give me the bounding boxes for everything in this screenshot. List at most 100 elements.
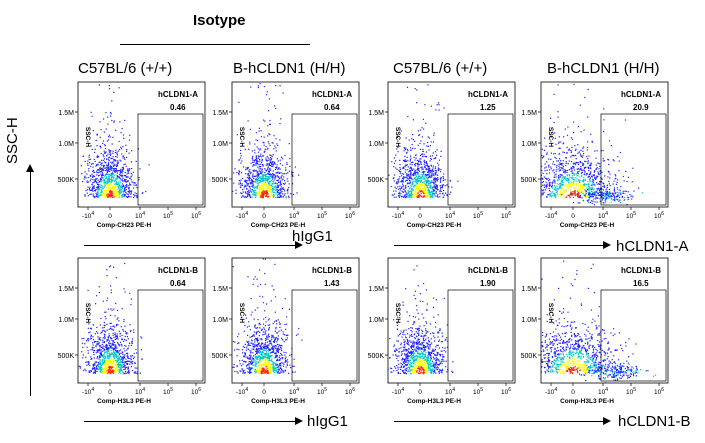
event-dot <box>592 200 594 202</box>
event-dot <box>124 360 126 363</box>
event-dot <box>567 186 570 188</box>
event-dot <box>414 174 416 176</box>
event-dot <box>101 170 103 172</box>
event-dot <box>257 155 259 157</box>
event-dot <box>269 184 271 186</box>
event-dot <box>280 176 282 178</box>
event-dot <box>435 179 437 181</box>
event-dot <box>95 352 97 354</box>
event-dot <box>86 173 88 175</box>
event-dot <box>108 157 110 159</box>
event-dot <box>420 180 422 182</box>
event-dot <box>112 156 114 158</box>
event-dot <box>547 194 549 196</box>
event-dot <box>112 361 114 363</box>
event-dot <box>96 295 98 297</box>
event-dot <box>427 188 430 190</box>
event-dot <box>427 195 429 197</box>
event-dot <box>427 174 429 176</box>
event-dot <box>103 360 105 362</box>
event-dot <box>577 162 580 164</box>
event-dot <box>99 352 101 354</box>
event-dot <box>590 189 592 191</box>
event-dot <box>255 155 257 157</box>
event-dot <box>109 359 111 361</box>
event-dot <box>595 168 597 170</box>
event-dot <box>261 173 263 175</box>
event-dot <box>593 179 595 181</box>
event-dot <box>87 361 89 363</box>
event-dot <box>241 183 243 185</box>
event-dot <box>106 365 109 368</box>
event-dot <box>258 188 260 190</box>
event-dot <box>273 191 275 193</box>
isotype-title: Isotype <box>193 12 246 29</box>
event-dot <box>257 188 259 190</box>
event-dot <box>287 195 290 197</box>
event-dot <box>94 372 96 374</box>
x-axis-label: Comp-H3L3 PE-H <box>97 398 151 405</box>
x-tick-label: 104 <box>445 211 455 220</box>
event-dot <box>424 104 426 106</box>
event-dot <box>108 355 110 357</box>
event-dot <box>419 189 421 191</box>
event-dot <box>412 134 414 136</box>
event-dot <box>103 150 105 152</box>
event-dot <box>424 195 426 197</box>
event-dot <box>79 366 81 368</box>
event-dot <box>88 154 90 156</box>
event-dot <box>126 371 129 373</box>
event-dot <box>105 357 107 359</box>
event-dot <box>432 187 434 189</box>
event-dot <box>418 182 420 184</box>
event-dot <box>120 170 122 172</box>
row2-stain-arrow-head <box>603 417 611 425</box>
event-dot <box>125 196 127 198</box>
event-dot <box>100 354 102 356</box>
event-dot <box>436 179 438 181</box>
event-dot <box>241 178 244 180</box>
event-dot <box>124 335 126 338</box>
gate-box <box>137 113 204 206</box>
event-dot <box>413 178 415 180</box>
event-dot <box>246 176 248 179</box>
event-dot <box>407 169 409 171</box>
event-dot <box>110 195 113 197</box>
event-dot <box>426 179 429 181</box>
event-dot <box>563 190 565 192</box>
event-dot <box>414 140 416 142</box>
event-dot <box>582 180 584 182</box>
event-dot <box>280 118 282 120</box>
event-dot <box>122 330 125 332</box>
event-dot <box>126 366 128 369</box>
event-dot <box>591 196 593 198</box>
event-dot <box>121 338 124 340</box>
event-dot <box>110 157 112 159</box>
event-dot <box>92 195 94 197</box>
event-dot <box>420 189 422 191</box>
event-dot <box>263 182 265 184</box>
event-dot <box>98 181 101 183</box>
gate-label: hCLDN1-A <box>158 90 198 99</box>
event-dot <box>120 365 122 367</box>
event-dot <box>92 350 94 352</box>
event-dot <box>571 71 572 72</box>
event-dot <box>581 169 583 171</box>
event-dot <box>262 178 264 181</box>
event-dot <box>400 193 402 195</box>
event-dot <box>579 196 581 198</box>
event-dot <box>261 188 263 190</box>
event-dot <box>569 186 571 188</box>
event-dot <box>415 177 417 179</box>
event-dot <box>405 169 407 171</box>
event-dot <box>84 368 86 370</box>
event-dot <box>254 175 257 177</box>
event-dot <box>104 366 107 368</box>
event-dot <box>129 168 131 170</box>
event-dot <box>123 373 125 375</box>
event-dot <box>105 318 107 320</box>
event-dot <box>281 175 283 177</box>
event-dot <box>254 143 256 145</box>
event-dot <box>574 190 576 192</box>
event-dot <box>441 185 444 187</box>
